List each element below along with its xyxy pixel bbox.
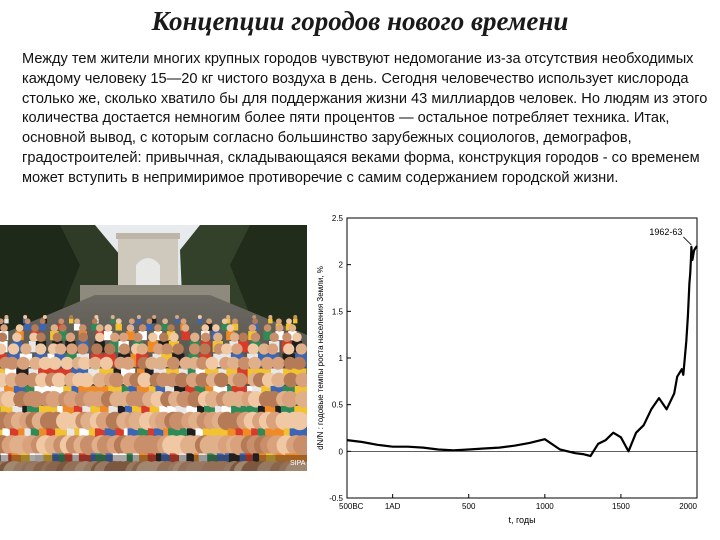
y-axis-label: dN/N : годовые темпы роста населения Зем… xyxy=(316,266,325,450)
x-tick-label: 500BC xyxy=(339,502,364,511)
population-growth-chart: -0.500.511.522.5 500BC1AD500100015002000… xyxy=(305,210,720,538)
x-tick-label: 1AD xyxy=(385,502,401,511)
y-tick-label: 1 xyxy=(339,354,344,363)
slide-title: Концепции городов нового времени xyxy=(0,6,720,37)
series-line xyxy=(347,246,697,456)
x-tick-label: 1000 xyxy=(536,502,554,511)
triumphal-arch xyxy=(116,233,180,290)
peak-annotation-label: 1962-63 xyxy=(649,227,682,237)
x-tick-label: 500 xyxy=(462,502,476,511)
x-tick-label: 1500 xyxy=(612,502,630,511)
y-tick-label: 1.5 xyxy=(332,307,344,316)
y-tick-label: 0.5 xyxy=(332,401,344,410)
body-paragraph: Между тем жители многих крупных городов … xyxy=(22,50,712,189)
y-tick-label: 2.5 xyxy=(332,214,344,223)
x-axis-ticks: 500BC 1AD 500 1000 1500 2000 xyxy=(339,494,698,511)
marathon-crowd-photo: SIPA xyxy=(0,225,307,471)
y-tick-label: 0 xyxy=(339,447,344,456)
photo-corner-mark: SIPA xyxy=(290,460,306,467)
y-axis-ticks: -0.500.511.522.5 xyxy=(329,214,351,503)
chart-plot-area xyxy=(347,218,697,498)
x-tick-label: 2000 xyxy=(679,502,697,511)
plot-frame xyxy=(347,218,697,498)
y-tick-label: 2 xyxy=(339,261,344,270)
x-axis-label: t, годы xyxy=(508,515,535,525)
peak-annotation-leader xyxy=(683,237,691,245)
